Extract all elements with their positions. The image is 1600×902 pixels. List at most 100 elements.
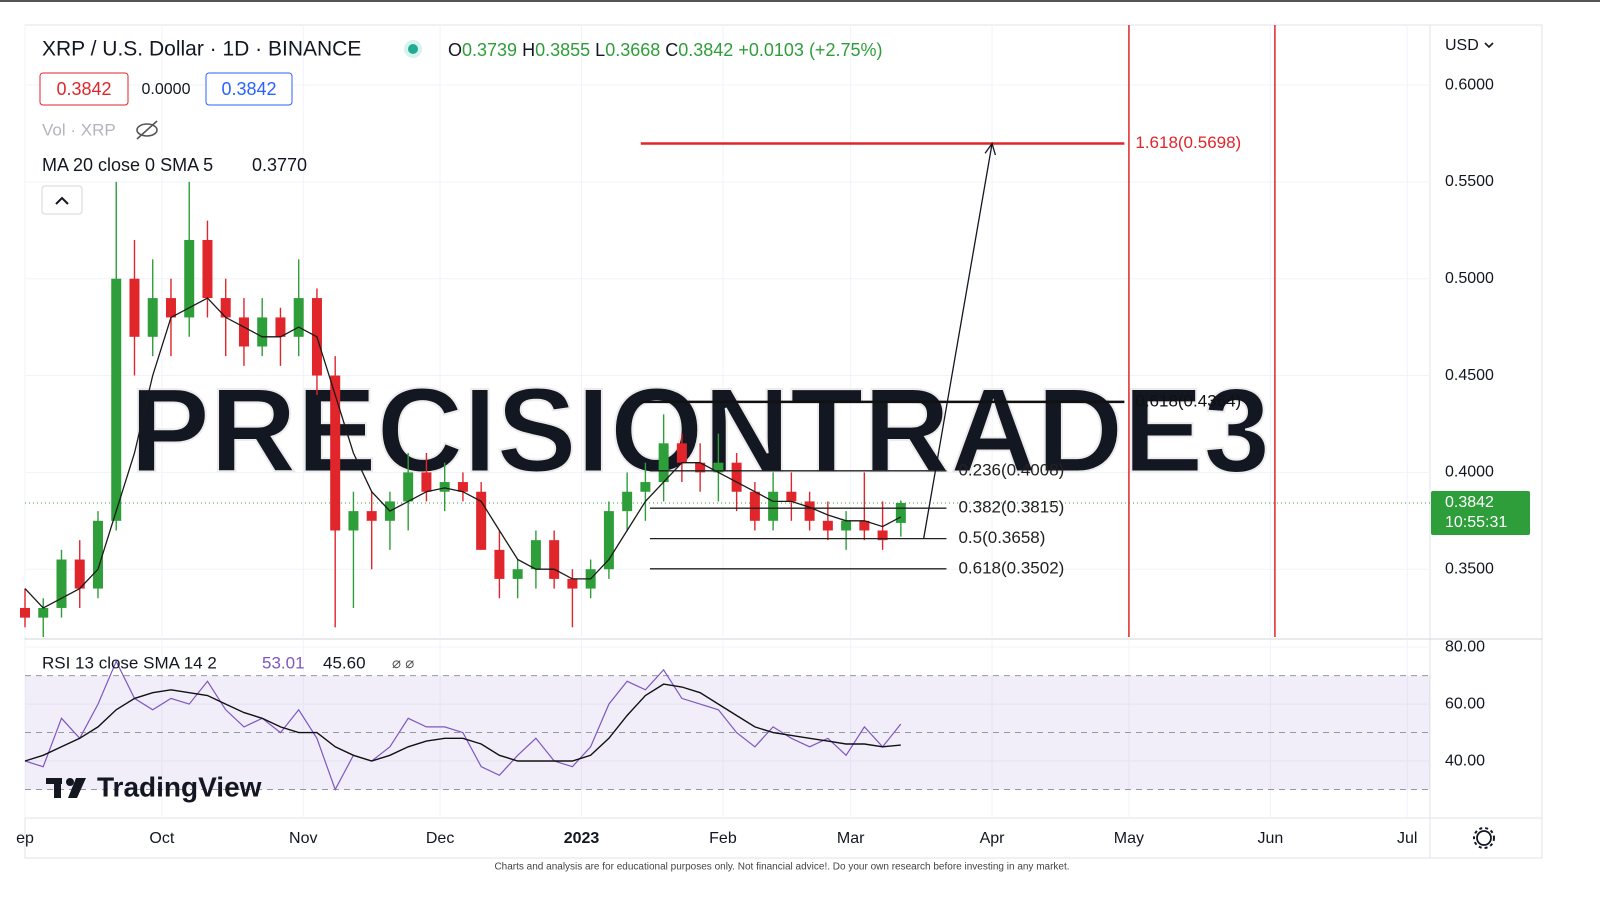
na-icon: ⌀ ⌀ — [392, 655, 414, 672]
candle-body — [366, 511, 377, 521]
rsi-legend-value: 53.01 — [262, 653, 305, 672]
y-tick-label: 0.4500 — [1445, 367, 1494, 384]
y-tick-label: 0.5500 — [1445, 173, 1494, 190]
x-tick-label: 2023 — [564, 830, 600, 847]
brand: TradingView — [97, 771, 262, 802]
candle-body — [330, 375, 341, 531]
candle-body — [348, 511, 359, 531]
x-tick-label: ep — [16, 830, 34, 847]
candle-body — [841, 520, 852, 531]
gear — [1476, 830, 1492, 846]
level-label: 0.5(0.3658) — [958, 528, 1045, 547]
eye-slash — [136, 120, 158, 140]
candle-body — [275, 317, 286, 337]
candle-body — [549, 540, 560, 579]
x-tick-label: Oct — [149, 830, 174, 847]
candle-body — [713, 462, 724, 473]
level-label: 0.236(0.4008) — [958, 460, 1064, 479]
arrow-head — [984, 142, 997, 156]
candle-body — [111, 278, 122, 521]
x-tick-label: Feb — [709, 830, 737, 847]
candle-body — [457, 482, 468, 492]
currency-caret — [1484, 42, 1494, 49]
candle-body — [439, 482, 450, 492]
countdown: 10:55:31 — [1445, 514, 1507, 531]
arrow — [923, 143, 993, 539]
candle-body — [622, 491, 633, 512]
last-price-label: 0.3842 — [1445, 494, 1494, 511]
ohlc-value: 0.3668 — [605, 40, 660, 60]
plot: 1.618(0.5698) 0.618(0.4364) 0.236(0.4008) 0… — [20, 25, 1430, 791]
rsi-line — [24, 659, 902, 791]
x-tick-label: Dec — [426, 830, 454, 847]
level-label: 0.618(0.3502) — [958, 558, 1064, 577]
hidden-icon[interactable] — [136, 120, 158, 140]
buy-price[interactable]: 0.3842 — [221, 79, 276, 99]
y-tick-label: 0.6000 — [1445, 76, 1494, 93]
candle-body — [822, 520, 833, 531]
candle-body — [257, 317, 268, 347]
status-dot — [408, 44, 418, 54]
candle-body — [877, 530, 888, 541]
candle-body — [92, 520, 103, 589]
candle-body — [695, 462, 706, 473]
ohlc-prefix: H — [522, 40, 535, 60]
change: +0.0103 — [738, 40, 804, 60]
candle-body — [421, 472, 432, 492]
x-tick-label: Nov — [289, 830, 317, 847]
level-label: 0.618(0.4364) — [1135, 391, 1241, 410]
last-price-box — [1431, 490, 1530, 535]
ma-legend-value: 0.3770 — [252, 155, 307, 175]
x-tick-label: Mar — [837, 830, 865, 847]
x-tick-label: Apr — [980, 830, 1006, 847]
sell-box[interactable] — [39, 72, 129, 106]
change-pct: (+2.75%) — [809, 40, 883, 60]
candle-body — [804, 501, 815, 521]
rsi-tick-label: 60.00 — [1445, 695, 1485, 712]
candle-body — [38, 607, 49, 618]
y-tick-label: 0.3500 — [1445, 560, 1494, 577]
x-tick-label: May — [1114, 830, 1144, 847]
candle-body — [220, 298, 231, 318]
rsi-sma-line — [24, 683, 901, 762]
ma-line — [24, 297, 902, 609]
x-tick-label: Jul — [1397, 830, 1417, 847]
collapse-button[interactable] — [41, 185, 83, 215]
candle-body — [403, 472, 414, 502]
candle-body — [184, 239, 195, 318]
rsi-tick-label: 80.00 — [1445, 638, 1485, 655]
gear-teeth — [1473, 827, 1495, 849]
candle-body — [786, 491, 797, 502]
currency[interactable]: USD — [1445, 37, 1479, 54]
volume-legend: Vol · XRP — [42, 120, 116, 139]
candle-body — [147, 298, 158, 337]
buy-box[interactable] — [205, 72, 293, 106]
candle-body — [165, 298, 176, 318]
candle-body — [749, 491, 760, 521]
level-label: 0.382(0.3815) — [958, 498, 1064, 517]
candle-body — [567, 578, 578, 589]
settings-icon[interactable] — [1473, 827, 1495, 849]
candle-body — [494, 549, 505, 579]
candle-body — [676, 443, 687, 463]
sell-price[interactable]: 0.3842 — [56, 79, 111, 99]
x-tick-label: Jun — [1257, 830, 1283, 847]
rsi-tick-label: 40.00 — [1445, 752, 1485, 769]
candle-body — [603, 511, 614, 570]
collapse-icon — [55, 196, 69, 205]
candle-body — [129, 278, 140, 337]
ma-legend: MA 20 close 0 SMA 5 — [42, 155, 213, 175]
rsi-sma-legend-value: 45.60 — [323, 653, 366, 672]
ohlc-prefix: L — [595, 40, 605, 60]
candle-body — [74, 559, 85, 589]
candle-body — [530, 540, 541, 570]
logo-slash — [68, 778, 86, 798]
candle-body — [731, 462, 742, 492]
ohlc: O0.3739 H0.3855 L0.3668 C0.3842 +0.0103 … — [448, 40, 882, 60]
spread: 0.0000 — [142, 81, 191, 98]
candle-body — [56, 559, 67, 608]
ohlc-value: 0.3855 — [535, 40, 590, 60]
candle-body — [20, 607, 30, 618]
